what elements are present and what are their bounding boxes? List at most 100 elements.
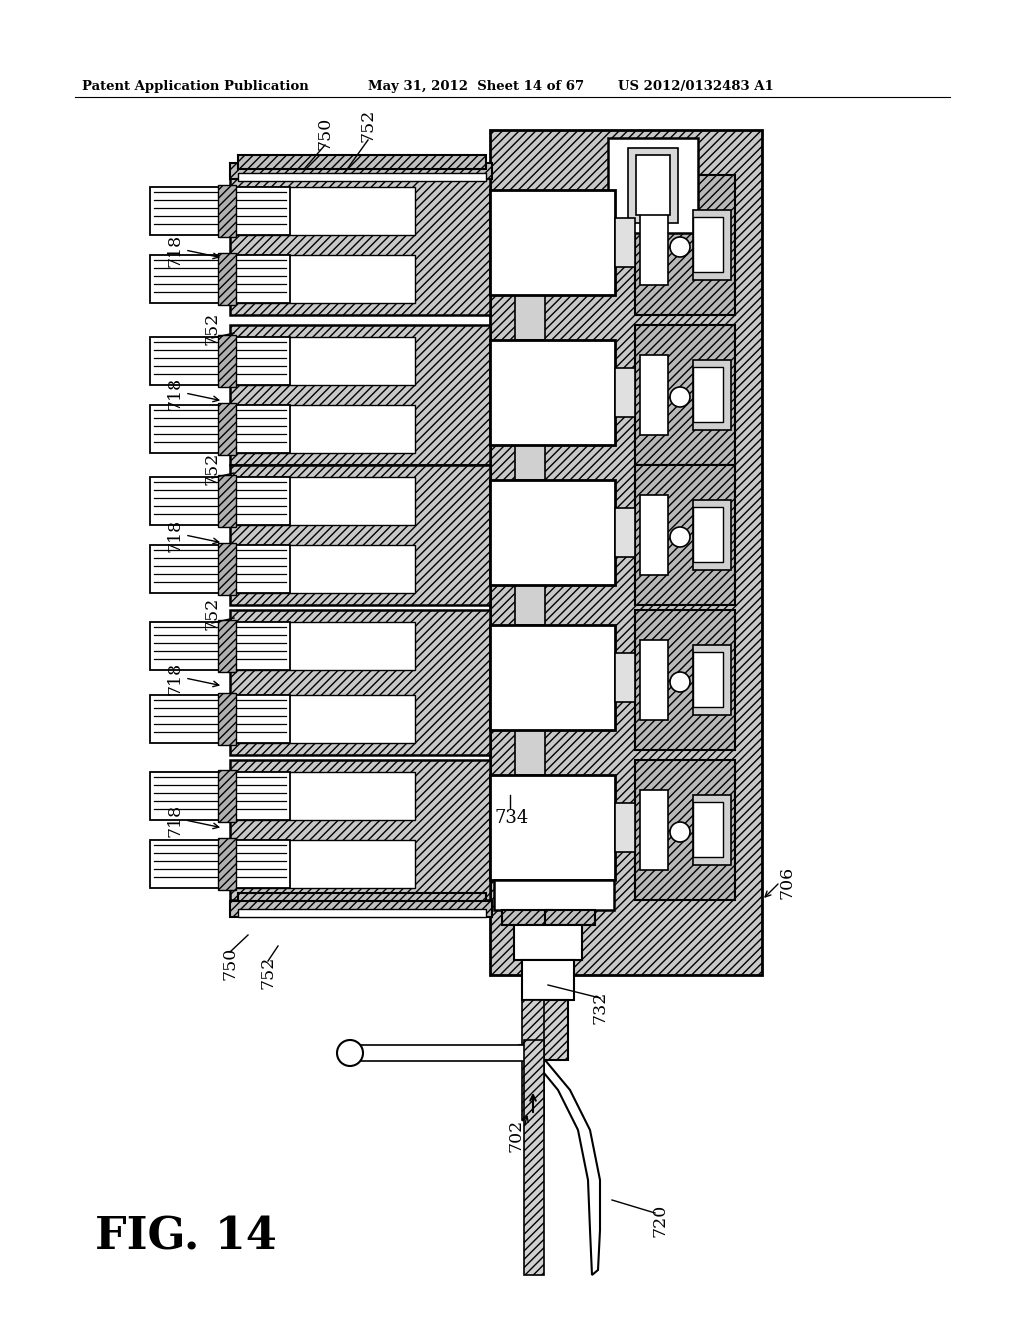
Bar: [238, 173, 486, 181]
Bar: [234, 772, 415, 820]
Bar: [515, 585, 545, 624]
Text: 750: 750: [221, 946, 239, 979]
Bar: [490, 480, 615, 585]
Text: 752: 752: [259, 956, 276, 989]
Bar: [640, 789, 668, 870]
Bar: [522, 960, 574, 1001]
Bar: [693, 210, 731, 280]
Bar: [635, 325, 735, 465]
Bar: [515, 445, 545, 480]
Bar: [515, 730, 545, 775]
Text: 750: 750: [316, 116, 334, 149]
Bar: [234, 337, 415, 385]
Text: May 31, 2012  Sheet 14 of 67: May 31, 2012 Sheet 14 of 67: [368, 81, 584, 92]
Text: 718: 718: [167, 661, 183, 694]
Bar: [635, 465, 735, 605]
Bar: [545, 909, 595, 925]
Bar: [693, 500, 731, 570]
Bar: [218, 838, 236, 890]
Bar: [238, 154, 486, 169]
Bar: [218, 543, 236, 595]
Bar: [150, 187, 290, 235]
Text: 752: 752: [204, 451, 220, 484]
Text: FIG. 14: FIG. 14: [95, 1214, 276, 1258]
Bar: [635, 760, 735, 900]
Bar: [218, 620, 236, 672]
Bar: [150, 622, 290, 671]
Polygon shape: [510, 1045, 600, 1275]
Bar: [230, 176, 490, 315]
Bar: [693, 795, 731, 865]
Bar: [515, 294, 545, 341]
Bar: [522, 1001, 544, 1119]
Text: 702: 702: [508, 1118, 524, 1151]
Bar: [693, 507, 723, 562]
Bar: [640, 205, 668, 285]
Text: 718: 718: [167, 234, 183, 267]
Text: 732: 732: [592, 990, 608, 1024]
Bar: [693, 645, 731, 715]
Bar: [218, 475, 236, 527]
Text: US 2012/0132483 A1: US 2012/0132483 A1: [618, 81, 774, 92]
Bar: [693, 367, 723, 422]
Bar: [230, 610, 490, 755]
Circle shape: [670, 527, 690, 546]
Bar: [234, 187, 415, 235]
Bar: [615, 508, 635, 557]
Bar: [150, 772, 290, 820]
Bar: [150, 545, 290, 593]
Bar: [218, 335, 236, 387]
Text: Patent Application Publication: Patent Application Publication: [82, 81, 309, 92]
Bar: [628, 148, 678, 223]
Bar: [218, 185, 236, 238]
Bar: [234, 405, 415, 453]
Bar: [230, 465, 490, 605]
Bar: [615, 803, 635, 851]
Bar: [150, 255, 290, 304]
Text: 718: 718: [167, 376, 183, 409]
Bar: [218, 693, 236, 744]
Text: 706: 706: [778, 866, 796, 899]
Text: 752: 752: [204, 597, 220, 630]
Bar: [230, 162, 492, 180]
Text: 734: 734: [495, 809, 529, 828]
Bar: [150, 696, 290, 743]
Text: 718: 718: [167, 519, 183, 552]
Bar: [635, 610, 735, 750]
Circle shape: [670, 672, 690, 692]
Bar: [234, 840, 415, 888]
Bar: [636, 154, 670, 215]
Text: 718: 718: [167, 804, 183, 837]
Bar: [150, 337, 290, 385]
Bar: [150, 477, 290, 525]
Bar: [615, 218, 635, 267]
Bar: [502, 909, 552, 925]
Text: 752: 752: [359, 108, 377, 141]
Bar: [693, 360, 731, 430]
Bar: [693, 652, 723, 708]
Bar: [494, 880, 614, 909]
Bar: [218, 253, 236, 305]
Bar: [356, 1045, 526, 1061]
Bar: [640, 640, 668, 719]
Bar: [234, 255, 415, 304]
Bar: [234, 622, 415, 671]
Circle shape: [670, 822, 690, 842]
Bar: [238, 894, 486, 907]
Bar: [234, 477, 415, 525]
Bar: [218, 770, 236, 822]
Bar: [640, 495, 668, 576]
Bar: [490, 190, 615, 294]
Bar: [490, 129, 762, 975]
Bar: [635, 176, 735, 315]
Bar: [524, 1040, 544, 1275]
Bar: [693, 803, 723, 857]
Circle shape: [337, 1040, 362, 1067]
Bar: [490, 341, 615, 445]
Bar: [640, 355, 668, 436]
Bar: [693, 216, 723, 272]
Circle shape: [670, 387, 690, 407]
Bar: [608, 139, 698, 234]
Bar: [230, 760, 490, 900]
Bar: [490, 624, 615, 730]
